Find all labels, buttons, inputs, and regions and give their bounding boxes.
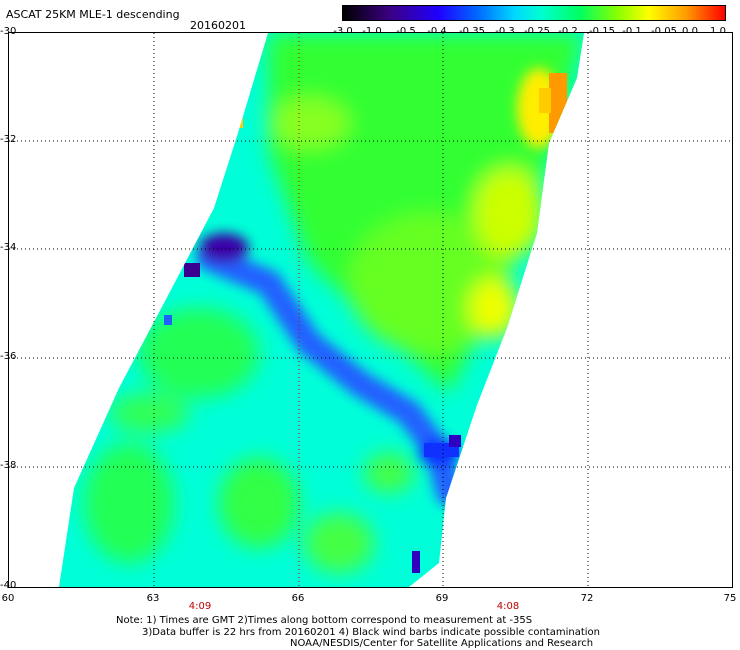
color-scale-label: -0.05	[651, 26, 677, 37]
y-axis-label: -32	[0, 134, 17, 145]
x-axis-label: 60	[1, 593, 15, 604]
color-scale-label: -0.25	[524, 26, 550, 37]
color-scale-label: -0.2	[558, 26, 578, 37]
swath-map	[9, 33, 732, 587]
x-axis-label: 63	[146, 593, 160, 604]
y-axis-label: -36	[0, 351, 17, 362]
footnote-line-1: Note: 1) Times are GMT 2)Times along bot…	[116, 615, 533, 626]
y-axis-label: -30	[0, 26, 17, 37]
color-scale-bar	[342, 5, 726, 21]
y-axis-label: -34	[0, 242, 17, 253]
color-scale-label: -0.35	[459, 26, 485, 37]
x-axis-label: 75	[723, 593, 737, 604]
swath-wind-field	[59, 33, 584, 587]
color-scale-label: -0.3	[495, 26, 515, 37]
color-scale-label: -3.0	[333, 26, 353, 37]
y-axis-label: -38	[0, 460, 17, 471]
color-scale-label: -0.1	[622, 26, 642, 37]
x-axis-label: 69	[435, 593, 449, 604]
color-scale-label: -1.0	[362, 26, 382, 37]
color-scale-label: 0.0	[682, 26, 698, 37]
footnote-credit: NOAA/NESDIS/Center for Satellite Applica…	[290, 638, 594, 649]
lat-lon-grid	[9, 33, 732, 587]
map-title: ASCAT 25KM MLE-1 descending	[6, 8, 180, 21]
footnote-line-2: 3)Data buffer is 22 hrs from 20160201 4)…	[142, 627, 600, 638]
x-axis-label: 72	[580, 593, 594, 604]
color-scale-label: -0.15	[589, 26, 615, 37]
swath-map-panel	[8, 32, 733, 588]
time-label: 4:09	[188, 601, 212, 612]
color-scale-label: -0.4	[427, 26, 447, 37]
y-axis-label: -40	[0, 580, 17, 591]
x-axis-label: 66	[291, 593, 305, 604]
color-scale-label: 1.0	[710, 26, 726, 37]
map-date: 20160201	[190, 19, 246, 32]
color-scale-label: -0.5	[396, 26, 416, 37]
time-label: 4:08	[496, 601, 520, 612]
